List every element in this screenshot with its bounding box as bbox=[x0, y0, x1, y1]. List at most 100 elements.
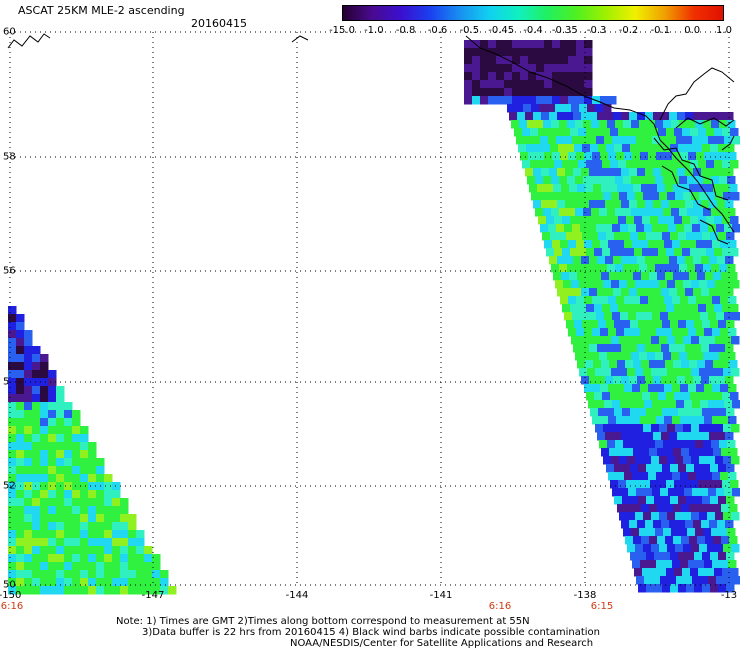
swath-cell bbox=[72, 490, 81, 499]
swath-cell bbox=[624, 472, 633, 481]
swath-cell bbox=[658, 304, 667, 313]
swath-cell bbox=[610, 248, 619, 257]
swath-cell bbox=[724, 576, 733, 585]
swath-cell bbox=[625, 448, 634, 457]
swath-cell bbox=[464, 64, 473, 73]
swath-cell bbox=[661, 112, 670, 121]
swath-cell bbox=[644, 488, 653, 497]
swath-cell bbox=[650, 248, 659, 257]
swath-cell bbox=[40, 418, 49, 427]
swath-cell bbox=[584, 152, 593, 161]
swath-cell bbox=[677, 112, 686, 121]
swath-cell bbox=[648, 416, 657, 425]
swath-cell bbox=[689, 536, 698, 545]
swath-cell bbox=[731, 544, 740, 553]
swath-cell bbox=[664, 416, 673, 425]
swath-cell bbox=[713, 448, 722, 457]
swath-cell bbox=[667, 456, 676, 465]
swath-cell bbox=[691, 512, 700, 521]
swath-cell bbox=[724, 400, 733, 409]
swath-cell bbox=[661, 256, 670, 265]
swath-cell bbox=[719, 528, 728, 537]
swath-cell bbox=[627, 280, 636, 289]
swath-cell bbox=[539, 104, 548, 113]
swath-cell bbox=[496, 80, 505, 89]
swath-cell bbox=[726, 464, 735, 473]
swath-cell bbox=[680, 296, 689, 305]
swath-cell bbox=[651, 456, 660, 465]
swath-cell bbox=[88, 570, 97, 579]
swath-cell bbox=[670, 408, 679, 417]
swath-cell bbox=[589, 256, 598, 265]
colorbar-tick: -0.2 bbox=[618, 25, 639, 36]
swath-cell bbox=[721, 504, 730, 513]
swath-cell bbox=[690, 480, 699, 489]
swath-cell bbox=[637, 112, 646, 121]
swath-cell bbox=[691, 456, 700, 465]
swath-cell bbox=[629, 288, 638, 297]
swath-cell bbox=[72, 426, 81, 435]
swath-cell bbox=[653, 432, 662, 441]
swath-cell bbox=[615, 120, 624, 129]
swath-cell bbox=[522, 128, 531, 137]
swath-cell bbox=[633, 184, 642, 193]
swath-cell bbox=[48, 370, 57, 379]
swath-cell bbox=[24, 402, 33, 411]
swath-cell bbox=[112, 490, 121, 499]
swath-cell bbox=[705, 504, 714, 513]
swath-cell bbox=[24, 418, 33, 427]
swath-cell bbox=[720, 472, 729, 481]
swath-cell bbox=[695, 120, 704, 129]
swath-cell bbox=[651, 336, 660, 345]
swath-cell bbox=[712, 296, 721, 305]
swath-cell bbox=[669, 256, 678, 265]
swath-cell bbox=[670, 320, 679, 329]
swath-cell bbox=[56, 442, 65, 451]
swath-cell bbox=[681, 536, 690, 545]
swath-cell bbox=[573, 256, 582, 265]
swath-cell bbox=[701, 112, 710, 121]
swath-cell bbox=[693, 256, 702, 265]
swath-cell bbox=[120, 578, 129, 587]
swath-cell bbox=[722, 160, 731, 169]
swath-cell bbox=[675, 424, 684, 433]
swath-cell bbox=[711, 264, 720, 273]
y-tick-label: 60 bbox=[3, 26, 16, 38]
swath-cell bbox=[638, 144, 647, 153]
coastline bbox=[7, 33, 735, 245]
swath-cell bbox=[541, 200, 550, 209]
swath-cell bbox=[686, 144, 695, 153]
swath-cell bbox=[719, 176, 728, 185]
swath-cell bbox=[696, 152, 705, 161]
swath-cell bbox=[627, 368, 636, 377]
swath-cell bbox=[630, 320, 639, 329]
swath-cell bbox=[722, 248, 731, 257]
swath-cell bbox=[24, 506, 33, 515]
swath-cell bbox=[605, 168, 614, 177]
swath-cell bbox=[702, 584, 711, 593]
swath-cell bbox=[520, 72, 529, 81]
swath-cell bbox=[689, 272, 698, 281]
swath-cell bbox=[693, 520, 702, 529]
swath-cell bbox=[580, 312, 589, 321]
swath-cell bbox=[669, 168, 678, 177]
swath-cell bbox=[719, 264, 728, 273]
swath-cell bbox=[64, 554, 73, 563]
swath-cell bbox=[609, 360, 618, 369]
swath-cell bbox=[602, 248, 611, 257]
swath-cell bbox=[650, 128, 659, 137]
swath-cell bbox=[120, 562, 129, 571]
swath-cell bbox=[712, 240, 721, 249]
swath-cell bbox=[630, 464, 639, 473]
swath-cell bbox=[671, 208, 680, 217]
swath-cell bbox=[667, 192, 676, 201]
swath-cell bbox=[538, 216, 547, 225]
swath-cell bbox=[104, 482, 113, 491]
swath-cell bbox=[32, 514, 41, 523]
swath-cell bbox=[96, 538, 105, 547]
swath-cell bbox=[112, 586, 121, 595]
swath-cell bbox=[24, 538, 33, 547]
swath-cell bbox=[687, 208, 696, 217]
swath-cell bbox=[687, 528, 696, 537]
swath-cell bbox=[692, 576, 701, 585]
